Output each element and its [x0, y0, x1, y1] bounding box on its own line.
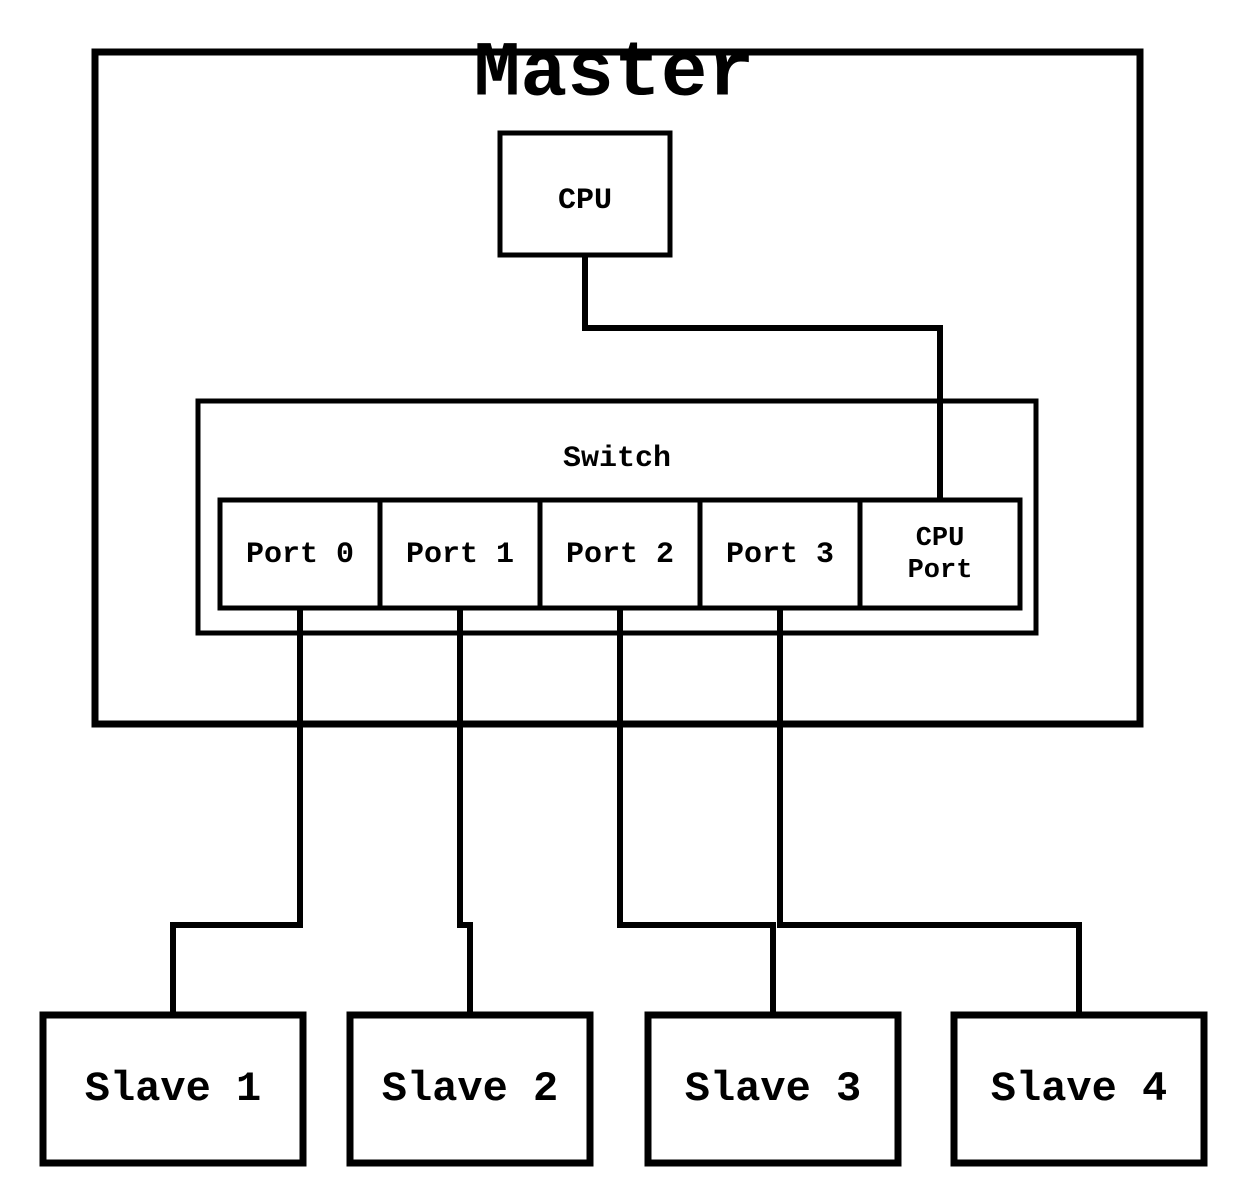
port-2-label: Port 2 — [566, 538, 674, 572]
connector-port2-slave3 — [620, 608, 773, 1015]
master-slave-diagram: Master CPU Switch Port 0 Port 1 Port 2 Port 3 C… — [0, 0, 1240, 1185]
slave-4-label: Slave 4 — [991, 1065, 1167, 1113]
cpu-label: CPU — [558, 184, 612, 218]
connector-port0-slave1 — [173, 608, 300, 1015]
cpu-port-label-1: CPU — [916, 524, 965, 554]
port-0-label: Port 0 — [246, 538, 354, 572]
switch-label: Switch — [563, 442, 671, 476]
port-3-label: Port 3 — [726, 538, 834, 572]
master-title: Master — [474, 31, 755, 119]
slave-2-label: Slave 2 — [382, 1065, 558, 1113]
port-1-label: Port 1 — [406, 538, 514, 572]
cpu-port-label-2: Port — [908, 556, 973, 586]
slave-1-label: Slave 1 — [85, 1065, 261, 1113]
slave-3-label: Slave 3 — [685, 1065, 861, 1113]
connector-port1-slave2 — [460, 608, 470, 1015]
switch-box — [198, 401, 1036, 633]
connector-port3-slave4 — [780, 608, 1079, 1015]
